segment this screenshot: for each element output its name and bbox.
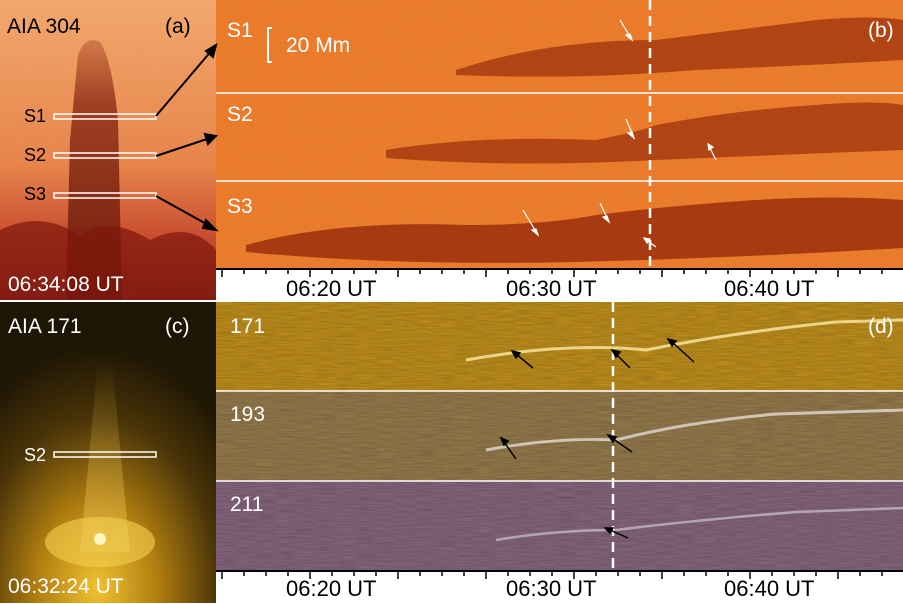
slit-s3-label: S3 xyxy=(24,184,47,204)
slit-s3 xyxy=(53,192,157,199)
strip-s3-label: S3 xyxy=(227,195,253,218)
slit-s2-171 xyxy=(53,451,157,458)
feature-arrows-304 xyxy=(522,19,717,248)
panel-a-time-label: 06:34:08 UT xyxy=(8,273,124,296)
tick-label-0630-d: 06:30 UT xyxy=(506,576,597,601)
slit-s1 xyxy=(53,113,157,120)
panel-a-aia304-image: AIA 304 (a) S1 S2 S3 06:34:08 UT xyxy=(0,0,216,300)
aia304-image-graphic xyxy=(0,0,216,300)
panel-c-tag: (c) xyxy=(165,315,190,338)
panel-a-tag: (a) xyxy=(165,15,191,38)
tick-label-0620: 06:20 UT xyxy=(286,276,377,301)
panel-d-time-distance-euv: 171 193 211 (d) xyxy=(216,302,903,572)
panel-b-tag: (b) xyxy=(868,19,894,42)
strip-s2-label: S2 xyxy=(227,103,253,126)
strip-193-label: 193 xyxy=(230,403,266,426)
strip-171-label: 171 xyxy=(230,315,266,338)
scale-bar-label: 20 Mm xyxy=(286,34,351,57)
strip-211-label: 211 xyxy=(230,493,264,516)
panel-c-time-label: 06:32:24 UT xyxy=(8,575,124,598)
panel-c-instrument-label: AIA 171 xyxy=(8,315,82,338)
panel-a-instrument-label: AIA 304 xyxy=(7,15,81,38)
slit-s2-label: S2 xyxy=(24,145,47,165)
panel-c-aia171-image: AIA 171 (c) S2 06:32:24 UT xyxy=(0,302,216,603)
panel-b-time-distance-304: S1 S2 S3 20 Mm (b) xyxy=(216,0,903,270)
strip-s1-label: S1 xyxy=(227,19,253,42)
tick-label-0640-d: 06:40 UT xyxy=(724,576,815,601)
tick-label-0630: 06:30 UT xyxy=(506,276,597,301)
time-axis-d: 06:20 UT 06:30 UT 06:40 UT xyxy=(216,572,903,604)
slit-s1-label: S1 xyxy=(24,106,47,126)
aia171-image-graphic xyxy=(0,302,216,603)
time-distance-euv-graphic xyxy=(216,302,903,572)
time-axis-b: 06:20 UT 06:30 UT 06:40 UT xyxy=(216,270,903,302)
tick-label-0620-d: 06:20 UT xyxy=(286,576,377,601)
slit-s2-171-label: S2 xyxy=(24,445,47,465)
panel-d-tag: (d) xyxy=(868,315,894,338)
scale-bar xyxy=(267,27,272,63)
feature-arrows-euv xyxy=(499,337,695,539)
tick-label-0640: 06:40 UT xyxy=(724,276,815,301)
time-distance-304-graphic xyxy=(216,0,903,270)
slit-to-strip-arrows xyxy=(155,42,219,232)
